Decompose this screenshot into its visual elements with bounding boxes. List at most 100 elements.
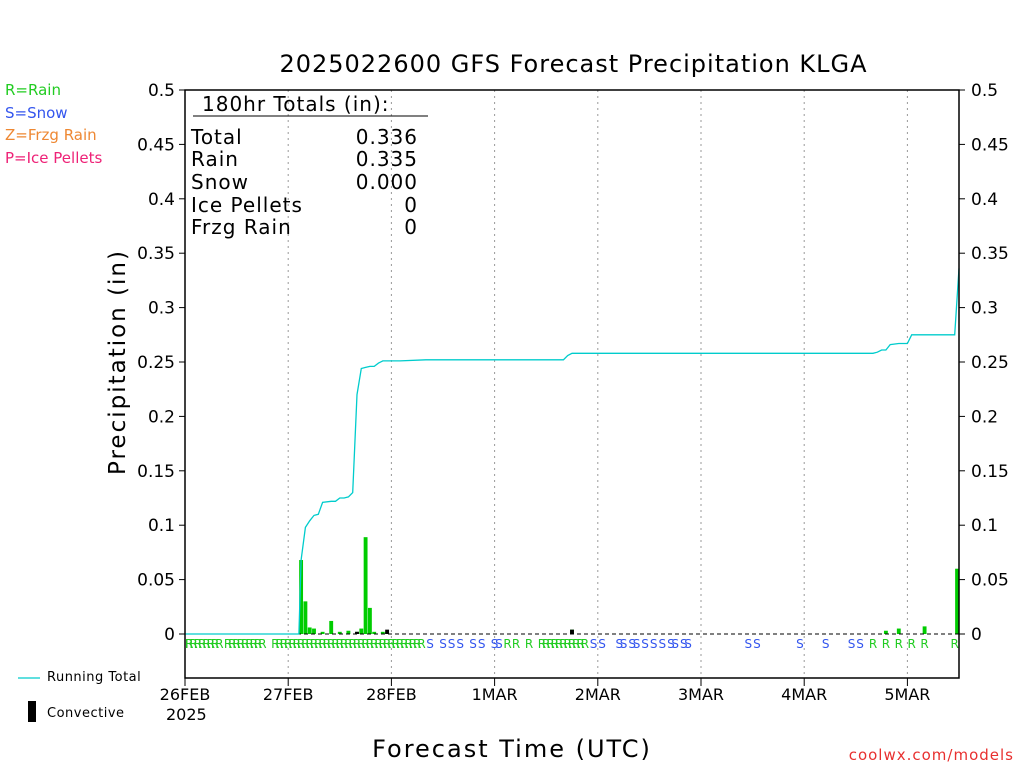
type-marker-R: R bbox=[920, 637, 928, 651]
type-marker-S: S bbox=[684, 637, 692, 651]
y-tick-label-right: 0.4 bbox=[971, 190, 998, 210]
type-marker-R: R bbox=[288, 637, 296, 651]
type-marker-S: S bbox=[620, 637, 628, 651]
legend-snow: S=Snow bbox=[5, 104, 68, 122]
precip-bar bbox=[372, 631, 377, 634]
x-tick-label: 27FEB bbox=[263, 685, 314, 704]
type-marker-R: R bbox=[525, 637, 533, 651]
y-tick-label-right: 0.1 bbox=[971, 516, 998, 536]
type-marker-R: R bbox=[546, 637, 554, 651]
legend-freezing-rain: Z=Frzg Rain bbox=[5, 126, 97, 144]
type-marker-R: R bbox=[232, 637, 240, 651]
y-axis-label: Precipitation (in) bbox=[105, 249, 131, 475]
y-tick-label-right: 0.3 bbox=[971, 299, 998, 319]
type-marker-R: R bbox=[895, 637, 903, 651]
type-marker-R: R bbox=[908, 637, 916, 651]
type-marker-R: R bbox=[559, 637, 567, 651]
x-tick-label: 1MAR bbox=[472, 685, 518, 704]
type-marker-S: S bbox=[667, 637, 675, 651]
type-marker-S: S bbox=[456, 637, 464, 651]
type-marker-R: R bbox=[581, 637, 589, 651]
y-tick-label-left: 0.1 bbox=[148, 516, 175, 536]
y-tick-label-right: 0.15 bbox=[971, 462, 1009, 482]
precip-bar bbox=[363, 537, 368, 634]
ice-pellets-total-label: Ice Pellets bbox=[191, 193, 303, 217]
snow-total-value: 0.000 bbox=[355, 170, 418, 194]
type-marker-R: R bbox=[340, 637, 348, 651]
precip-bar bbox=[380, 631, 385, 634]
type-marker-S: S bbox=[426, 637, 434, 651]
type-marker-S: S bbox=[598, 637, 606, 651]
x-axis-label: Forecast Time (UTC) bbox=[372, 735, 652, 763]
y-tick-label-left: 0.2 bbox=[148, 407, 175, 427]
type-marker-R: R bbox=[387, 637, 395, 651]
type-marker-R: R bbox=[392, 637, 400, 651]
type-marker-R: R bbox=[207, 637, 215, 651]
type-marker-R: R bbox=[327, 637, 335, 651]
x-tick-label: 4MAR bbox=[781, 685, 827, 704]
type-marker-R: R bbox=[271, 637, 279, 651]
y-tick-label-right: 0.5 bbox=[971, 81, 998, 101]
x-tick-label: 5MAR bbox=[884, 685, 930, 704]
x-axis-year: 2025 bbox=[166, 705, 207, 724]
type-marker-R: R bbox=[555, 637, 563, 651]
total-label: Total bbox=[191, 125, 243, 149]
precip-bar bbox=[367, 607, 372, 634]
type-marker-R: R bbox=[869, 637, 877, 651]
x-axis-ticks: 26FEB 27FEB 28FEB 1MAR 2MAR 3MAR 4MAR 5MAR bbox=[160, 678, 930, 704]
precip-bar bbox=[337, 631, 342, 634]
type-marker-R: R bbox=[280, 637, 288, 651]
ice-pellets-total-value: 0 bbox=[404, 193, 418, 217]
type-marker-S: S bbox=[680, 637, 688, 651]
type-marker-R: R bbox=[564, 637, 572, 651]
type-marker-S: S bbox=[744, 637, 752, 651]
y-tick-label-right: 0 bbox=[971, 625, 982, 645]
type-marker-R: R bbox=[413, 637, 421, 651]
precip-bar bbox=[883, 630, 888, 634]
y-tick-label-left: 0.3 bbox=[148, 299, 175, 319]
type-marker-R: R bbox=[254, 637, 262, 651]
type-marker-S: S bbox=[491, 637, 499, 651]
type-marker-R: R bbox=[409, 637, 417, 651]
type-marker-R: R bbox=[202, 637, 210, 651]
precip-bar bbox=[922, 626, 927, 634]
type-marker-R: R bbox=[310, 637, 318, 651]
type-marker-R: R bbox=[538, 637, 546, 651]
type-marker-R: R bbox=[882, 637, 890, 651]
type-marker-R: R bbox=[951, 637, 959, 651]
type-marker-S: S bbox=[822, 637, 830, 651]
type-marker-S: S bbox=[439, 637, 447, 651]
type-marker-R: R bbox=[353, 637, 361, 651]
precip-bar bbox=[359, 628, 364, 634]
precip-bar bbox=[955, 568, 959, 634]
type-marker-R: R bbox=[237, 637, 245, 651]
type-marker-S: S bbox=[671, 637, 679, 651]
y-tick-label-right: 0.45 bbox=[971, 135, 1009, 155]
type-marker-R: R bbox=[306, 637, 314, 651]
type-marker-R: R bbox=[297, 637, 305, 651]
convective-legend-swatch bbox=[28, 701, 36, 722]
x-tick-label: 2MAR bbox=[575, 685, 621, 704]
y-axis-ticks: 0 00.05 0.050.1 0.10.15 0.150.2 0.20.25 0.250.… bbox=[137, 81, 1009, 645]
type-marker-R: R bbox=[189, 637, 197, 651]
freezing-rain-total-value: 0 bbox=[404, 215, 418, 239]
type-marker-R: R bbox=[336, 637, 344, 651]
type-marker-R: R bbox=[404, 637, 412, 651]
type-marker-R: R bbox=[417, 637, 425, 651]
type-marker-R: R bbox=[349, 637, 357, 651]
precip-bar bbox=[320, 631, 325, 634]
convective-bar bbox=[385, 629, 390, 634]
totals-title: 180hr Totals (in): bbox=[202, 92, 390, 116]
type-marker-S: S bbox=[448, 637, 456, 651]
type-marker-S: S bbox=[856, 637, 864, 651]
type-marker-R: R bbox=[383, 637, 391, 651]
y-tick-label-right: 0.05 bbox=[971, 571, 1009, 591]
type-marker-R: R bbox=[314, 637, 322, 651]
type-marker-R: R bbox=[241, 637, 249, 651]
type-marker-R: R bbox=[357, 637, 365, 651]
y-tick-label-right: 0.25 bbox=[971, 353, 1009, 373]
y-tick-label-left: 0.45 bbox=[137, 135, 175, 155]
type-marker-S: S bbox=[633, 637, 641, 651]
type-marker-R: R bbox=[245, 637, 253, 651]
type-marker-S: S bbox=[641, 637, 649, 651]
